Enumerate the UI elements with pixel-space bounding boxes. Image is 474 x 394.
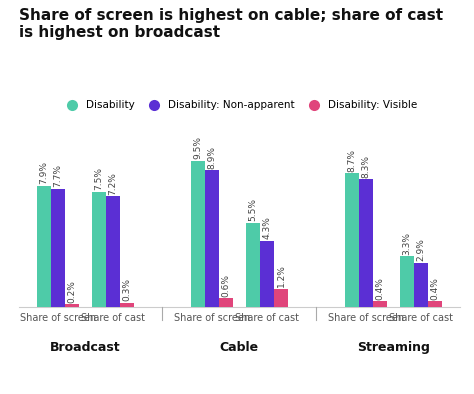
Text: 3.3%: 3.3% xyxy=(402,232,411,255)
Bar xyxy=(345,173,359,307)
Bar xyxy=(219,298,233,307)
Legend: Disability, Disability: Non-apparent, Disability: Visible: Disability, Disability: Non-apparent, Di… xyxy=(57,96,422,115)
Bar xyxy=(359,179,373,307)
Bar xyxy=(36,186,51,307)
Bar xyxy=(106,196,120,307)
Text: 7.7%: 7.7% xyxy=(53,164,62,187)
Text: 2.9%: 2.9% xyxy=(417,238,426,261)
Bar xyxy=(65,304,79,307)
Bar xyxy=(51,189,65,307)
Text: 0.3%: 0.3% xyxy=(123,278,132,301)
Text: 8.9%: 8.9% xyxy=(207,145,216,169)
Bar xyxy=(414,263,428,307)
Bar xyxy=(260,241,274,307)
Text: 0.6%: 0.6% xyxy=(221,273,230,297)
Text: 0.2%: 0.2% xyxy=(67,280,76,303)
Bar xyxy=(400,256,414,307)
Text: 0.4%: 0.4% xyxy=(375,277,384,299)
Text: 8.3%: 8.3% xyxy=(361,155,370,178)
Text: 9.5%: 9.5% xyxy=(193,136,202,159)
Bar xyxy=(120,303,134,307)
Text: Cable: Cable xyxy=(220,341,259,354)
Bar xyxy=(274,289,288,307)
Bar xyxy=(191,161,205,307)
Text: 1.2%: 1.2% xyxy=(276,264,285,287)
Text: 7.5%: 7.5% xyxy=(94,167,103,190)
Text: 7.9%: 7.9% xyxy=(39,161,48,184)
Bar xyxy=(428,301,442,307)
Bar xyxy=(92,192,106,307)
Text: 0.4%: 0.4% xyxy=(430,277,439,299)
Text: Streaming: Streaming xyxy=(357,341,430,354)
Text: 4.3%: 4.3% xyxy=(263,217,272,240)
Bar xyxy=(246,223,260,307)
Text: 8.7%: 8.7% xyxy=(347,149,356,172)
Text: Broadcast: Broadcast xyxy=(50,341,121,354)
Bar xyxy=(373,301,387,307)
Text: 5.5%: 5.5% xyxy=(248,198,257,221)
Text: 7.2%: 7.2% xyxy=(109,172,118,195)
Text: Share of screen is highest on cable; share of cast
is highest on broadcast: Share of screen is highest on cable; sha… xyxy=(19,8,443,40)
Bar xyxy=(205,170,219,307)
